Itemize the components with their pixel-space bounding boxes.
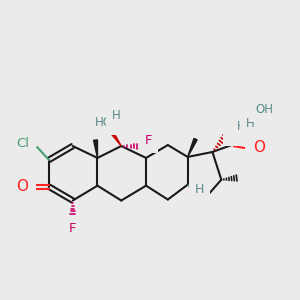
Polygon shape	[188, 138, 197, 157]
Text: Cl: Cl	[17, 136, 30, 150]
Text: HO: HO	[94, 116, 112, 129]
Text: OH: OH	[255, 103, 273, 116]
Polygon shape	[109, 129, 121, 146]
Text: H: H	[112, 109, 121, 122]
Polygon shape	[94, 140, 98, 158]
Text: F: F	[69, 222, 76, 235]
Polygon shape	[188, 185, 198, 194]
Text: H: H	[237, 120, 245, 133]
Text: O: O	[230, 125, 241, 139]
Text: O: O	[16, 179, 28, 194]
Text: F: F	[144, 134, 152, 147]
Text: O: O	[253, 140, 265, 154]
Text: H: H	[246, 117, 254, 130]
Text: H: H	[195, 183, 204, 196]
